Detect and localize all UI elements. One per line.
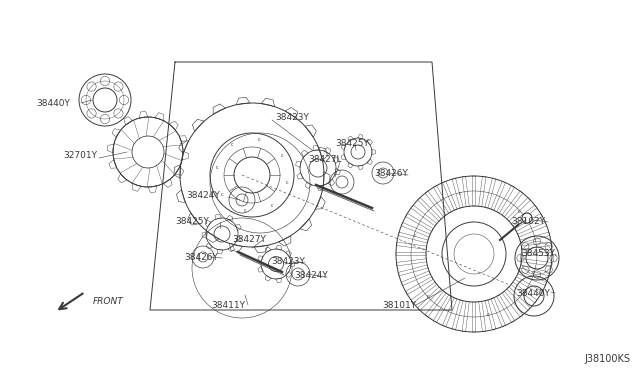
Text: c: c [486, 312, 489, 317]
Text: 38424Y: 38424Y [294, 270, 328, 279]
Text: c: c [518, 209, 521, 214]
Text: 38427L: 38427L [308, 155, 342, 164]
Text: FRONT: FRONT [93, 296, 124, 305]
Text: 38440Y: 38440Y [36, 99, 70, 108]
Text: 38453Y: 38453Y [521, 248, 555, 257]
Text: c: c [231, 142, 234, 147]
Text: 38440Y: 38440Y [516, 289, 550, 298]
Text: c: c [258, 137, 260, 142]
Text: 38426Y: 38426Y [184, 253, 218, 263]
Text: 38425Y: 38425Y [335, 138, 369, 148]
Text: 38101Y: 38101Y [382, 301, 416, 310]
Text: 38102Y: 38102Y [511, 217, 545, 225]
Circle shape [522, 213, 532, 223]
Text: c: c [244, 208, 246, 213]
Text: c: c [459, 191, 461, 196]
Text: J38100KS: J38100KS [584, 354, 630, 364]
Text: 38411Y: 38411Y [211, 301, 245, 310]
Text: c: c [271, 202, 273, 208]
Text: c: c [281, 153, 284, 158]
Text: 38427Y: 38427Y [232, 234, 266, 244]
Text: c: c [286, 180, 289, 185]
Text: 38425Y: 38425Y [175, 217, 209, 225]
Text: c: c [221, 192, 223, 198]
Text: c: c [428, 294, 430, 299]
Text: 38423Y: 38423Y [275, 113, 309, 122]
Text: 38424Y: 38424Y [186, 192, 220, 201]
Text: 32701Y: 32701Y [63, 151, 97, 160]
Text: c: c [413, 233, 416, 238]
Text: 38426Y: 38426Y [374, 169, 408, 177]
Text: c: c [532, 270, 534, 275]
Text: 38423Y: 38423Y [271, 257, 305, 266]
Text: c: c [216, 165, 218, 170]
